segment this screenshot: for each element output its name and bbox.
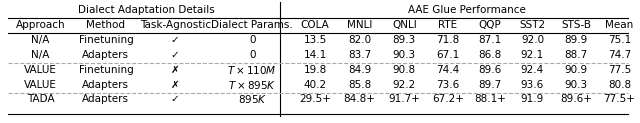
Text: VALUE: VALUE <box>24 65 57 75</box>
Text: VALUE: VALUE <box>24 79 57 90</box>
Text: QQP: QQP <box>479 20 502 30</box>
Text: 0: 0 <box>249 35 255 45</box>
Text: 77.5: 77.5 <box>608 65 631 75</box>
Text: 67.2+: 67.2+ <box>432 94 464 104</box>
Text: 88.7: 88.7 <box>564 50 588 60</box>
Text: 90.3: 90.3 <box>564 79 588 90</box>
Text: 74.4: 74.4 <box>436 65 460 75</box>
Text: 13.5: 13.5 <box>303 35 326 45</box>
Text: Adapters: Adapters <box>83 50 129 60</box>
Text: MNLI: MNLI <box>347 20 372 30</box>
Text: N/A: N/A <box>31 35 50 45</box>
Text: ✗: ✗ <box>171 79 180 90</box>
Text: Approach: Approach <box>15 20 65 30</box>
Text: 91.9: 91.9 <box>521 94 544 104</box>
Text: N/A: N/A <box>31 50 50 60</box>
Text: 89.7: 89.7 <box>479 79 502 90</box>
Text: 89.3: 89.3 <box>392 35 416 45</box>
Text: Task-Agnostic: Task-Agnostic <box>140 20 211 30</box>
Text: 91.7+: 91.7+ <box>388 94 420 104</box>
Text: 89.6: 89.6 <box>479 65 502 75</box>
Text: 19.8: 19.8 <box>303 65 326 75</box>
Text: 73.6: 73.6 <box>436 79 460 90</box>
Text: Finetuning: Finetuning <box>79 65 133 75</box>
Text: 84.9: 84.9 <box>348 65 371 75</box>
Text: AAE Glue Performance: AAE Glue Performance <box>408 5 526 15</box>
Text: QNLI: QNLI <box>392 20 417 30</box>
Text: 92.0: 92.0 <box>521 35 544 45</box>
Text: 89.9: 89.9 <box>564 35 588 45</box>
Text: 92.2: 92.2 <box>392 79 416 90</box>
Text: 93.6: 93.6 <box>521 79 544 90</box>
Text: $T \times 895K$: $T \times 895K$ <box>228 78 276 91</box>
Text: 74.7: 74.7 <box>608 50 631 60</box>
Text: 14.1: 14.1 <box>303 50 326 60</box>
Text: Adapters: Adapters <box>83 94 129 104</box>
Text: 90.9: 90.9 <box>564 65 588 75</box>
Text: 29.5+: 29.5+ <box>299 94 331 104</box>
Text: 75.1: 75.1 <box>608 35 631 45</box>
Text: ✓: ✓ <box>171 50 180 60</box>
Text: 40.2: 40.2 <box>303 79 326 90</box>
Text: ✗: ✗ <box>171 65 180 75</box>
Text: Dialect Params.: Dialect Params. <box>211 20 293 30</box>
Text: RTE: RTE <box>438 20 458 30</box>
Text: 92.1: 92.1 <box>521 50 544 60</box>
Text: COLA: COLA <box>301 20 330 30</box>
Text: $T \times 110M$: $T \times 110M$ <box>227 64 277 76</box>
Text: 90.8: 90.8 <box>393 65 416 75</box>
Text: 67.1: 67.1 <box>436 50 460 60</box>
Text: 83.7: 83.7 <box>348 50 371 60</box>
Text: Adapters: Adapters <box>83 79 129 90</box>
Text: TADA: TADA <box>27 94 54 104</box>
Text: 84.8+: 84.8+ <box>344 94 376 104</box>
Text: 80.8: 80.8 <box>608 79 631 90</box>
Text: 85.8: 85.8 <box>348 79 371 90</box>
Text: 77.5+: 77.5+ <box>604 94 636 104</box>
Text: Finetuning: Finetuning <box>79 35 133 45</box>
Text: 71.8: 71.8 <box>436 35 460 45</box>
Text: Mean: Mean <box>605 20 634 30</box>
Text: 82.0: 82.0 <box>348 35 371 45</box>
Text: 92.4: 92.4 <box>521 65 544 75</box>
Text: ✓: ✓ <box>171 94 180 104</box>
Text: SST2: SST2 <box>520 20 545 30</box>
Text: 90.3: 90.3 <box>393 50 416 60</box>
Text: 88.1+: 88.1+ <box>474 94 506 104</box>
Text: STS-B: STS-B <box>561 20 591 30</box>
Text: 87.1: 87.1 <box>479 35 502 45</box>
Text: Dialect Adaptation Details: Dialect Adaptation Details <box>78 5 214 15</box>
Text: 0: 0 <box>249 50 255 60</box>
Text: ✓: ✓ <box>171 35 180 45</box>
Text: $895K$: $895K$ <box>237 93 267 105</box>
Text: Method: Method <box>86 20 125 30</box>
Text: 86.8: 86.8 <box>479 50 502 60</box>
Text: 89.6+: 89.6+ <box>560 94 592 104</box>
